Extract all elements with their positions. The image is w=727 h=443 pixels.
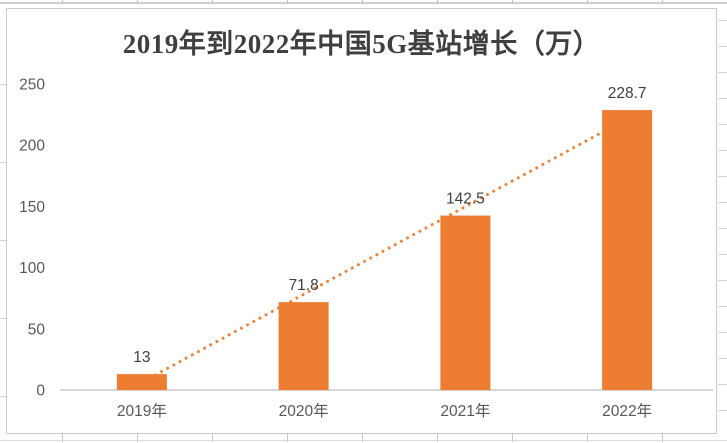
y-axis-tick-label: 250 bbox=[19, 77, 45, 94]
x-axis-category-label: 2021年 bbox=[440, 402, 490, 420]
spreadsheet-gridline bbox=[137, 434, 138, 442]
bar-2019年[interactable] bbox=[116, 374, 167, 390]
bar-data-label: 142.5 bbox=[446, 191, 485, 208]
spreadsheet-gridline bbox=[437, 0, 438, 4]
spreadsheet-gridline bbox=[0, 318, 6, 319]
spreadsheet-gridline bbox=[212, 0, 213, 4]
spreadsheet-gridline bbox=[62, 434, 63, 442]
spreadsheet-gridline bbox=[718, 72, 727, 73]
x-axis-category-label: 2022年 bbox=[602, 402, 652, 420]
spreadsheet-gridline bbox=[0, 84, 6, 85]
spreadsheet-gridline bbox=[718, 332, 727, 333]
x-axis-category-label: 2019年 bbox=[117, 402, 167, 420]
spreadsheet-gridline bbox=[212, 434, 213, 442]
spreadsheet-gridline bbox=[718, 176, 727, 177]
bar-2020年[interactable] bbox=[278, 302, 329, 390]
y-axis-tick-label: 100 bbox=[19, 260, 45, 277]
spreadsheet-gridline bbox=[718, 202, 727, 203]
spreadsheet-gridline bbox=[437, 434, 438, 442]
bar-chart-plot-area: 0 50 100 150 200 250 2019年 2020年 2021年 2022年 13 71.… bbox=[19, 77, 713, 420]
spreadsheet-gridline bbox=[0, 2, 727, 4]
y-axis-tick-label: 200 bbox=[19, 138, 45, 155]
bar-data-label: 71.8 bbox=[289, 277, 319, 294]
bar-data-label: 13 bbox=[133, 349, 150, 366]
x-axis-category-label: 2020年 bbox=[279, 402, 329, 420]
spreadsheet-gridline bbox=[362, 434, 363, 442]
spreadsheet-gridline bbox=[0, 440, 727, 441]
spreadsheet-gridline bbox=[662, 0, 663, 4]
spreadsheet-gridline bbox=[718, 384, 727, 385]
spreadsheet-gridline bbox=[512, 434, 513, 442]
chart-canvas[interactable]: 0 50 100 150 200 250 2019年 2020年 2021年 2022年 13 71.… bbox=[6, 8, 717, 434]
y-axis-tick-label: 0 bbox=[36, 383, 45, 400]
spreadsheet-gridline bbox=[62, 0, 63, 4]
bar-2022年[interactable] bbox=[602, 110, 653, 390]
spreadsheet-gridline bbox=[718, 358, 727, 359]
bar-2021年[interactable] bbox=[440, 215, 491, 390]
spreadsheet-gridline bbox=[718, 306, 727, 307]
trendline[interactable] bbox=[141, 117, 628, 384]
spreadsheet-gridline bbox=[587, 434, 588, 442]
spreadsheet-gridline bbox=[718, 20, 727, 21]
spreadsheet-gridline bbox=[718, 124, 727, 125]
spreadsheet-gridline bbox=[0, 162, 6, 163]
bar-data-label: 228.7 bbox=[608, 85, 647, 102]
spreadsheet-gridline bbox=[718, 150, 727, 151]
spreadsheet-gridline bbox=[718, 410, 727, 411]
spreadsheet-gridline bbox=[287, 434, 288, 442]
spreadsheet-gridline bbox=[512, 0, 513, 4]
spreadsheet-gridline bbox=[362, 0, 363, 4]
y-axis-tick-label: 150 bbox=[19, 199, 45, 216]
spreadsheet-gridline bbox=[718, 280, 727, 281]
spreadsheet-gridline bbox=[587, 0, 588, 4]
spreadsheet-gridline bbox=[0, 396, 6, 397]
chart-title[interactable]: 2019年到2022年中国5G基站增长（万） bbox=[122, 29, 601, 59]
spreadsheet-gridline bbox=[287, 0, 288, 4]
spreadsheet-gridline bbox=[718, 228, 727, 229]
y-axis-tick-label: 50 bbox=[28, 321, 46, 338]
spreadsheet-gridline bbox=[662, 434, 663, 442]
spreadsheet-gridline bbox=[137, 0, 138, 4]
spreadsheet-gridline bbox=[0, 240, 6, 241]
spreadsheet-gridline bbox=[718, 98, 727, 99]
spreadsheet-gridline bbox=[718, 254, 727, 255]
spreadsheet-gridline bbox=[718, 46, 727, 47]
